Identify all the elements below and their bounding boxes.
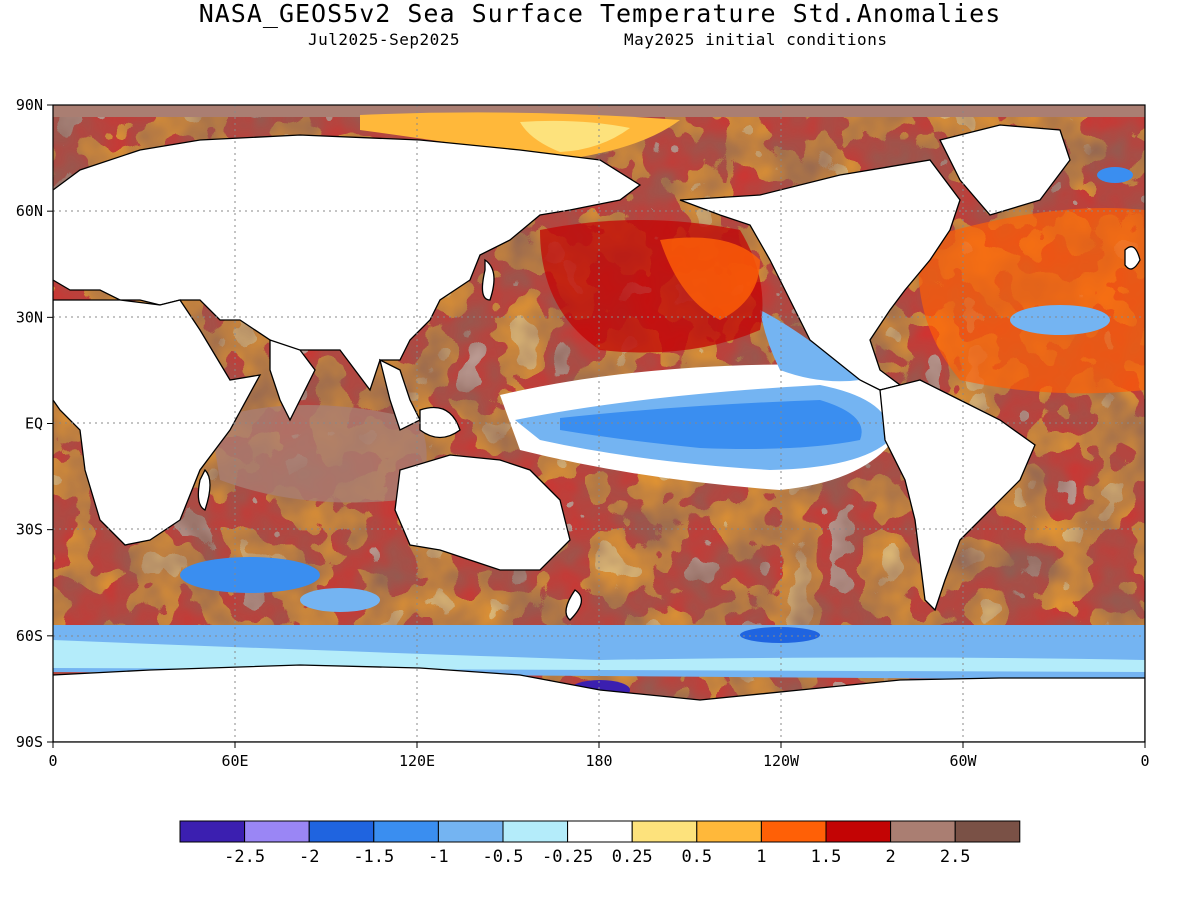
arctic-strong-anomaly bbox=[520, 120, 630, 152]
antarctica bbox=[53, 664, 1145, 742]
forecast-period: Jul2025-Sep2025 bbox=[308, 30, 460, 49]
y-tick-label: 60N bbox=[16, 202, 43, 220]
north-atlantic-warm bbox=[918, 208, 1145, 394]
india bbox=[269, 339, 316, 422]
colorbar-label: -2 bbox=[299, 847, 319, 867]
uk bbox=[1124, 246, 1141, 270]
australia bbox=[394, 454, 571, 571]
madagascar bbox=[197, 468, 211, 511]
colorbar-swatch bbox=[567, 820, 633, 843]
japan bbox=[481, 258, 495, 301]
colorbar-swatch bbox=[631, 820, 698, 843]
colorbar-label: 1 bbox=[756, 847, 766, 867]
x-tick-label: 180 bbox=[585, 752, 612, 770]
south-indian-cold-patch bbox=[180, 557, 320, 593]
colorbar-swatch bbox=[179, 820, 246, 843]
colorbar-swatch bbox=[244, 820, 310, 843]
equatorial-pacific-core bbox=[560, 400, 862, 449]
x-tick-label: 60W bbox=[949, 752, 977, 770]
north-pacific-orange bbox=[660, 237, 760, 320]
colorbar-swatch bbox=[308, 820, 375, 843]
colorbar-label: -2.5 bbox=[224, 847, 265, 867]
colorbar-swatch bbox=[760, 820, 827, 843]
colorbar-legend: -2.5 -2 -1.5 -1 -0.5 -0.25 0.25 0.5 1 1.5 2 2.5 bbox=[179, 820, 1021, 867]
colorbar-swatch bbox=[954, 820, 1021, 843]
y-tick-label: 90S bbox=[16, 733, 43, 751]
colorbar-swatch bbox=[502, 820, 569, 843]
indian-ocean-warm bbox=[210, 405, 427, 503]
x-tick-label: 0 bbox=[1140, 752, 1149, 770]
new-zealand bbox=[565, 589, 582, 621]
initial-conditions: May2025 initial conditions bbox=[624, 30, 888, 49]
colorbar-swatch bbox=[825, 820, 892, 843]
y-tick-label: 90N bbox=[16, 96, 43, 114]
colorbar-label: 1.5 bbox=[811, 847, 842, 867]
colorbar-swatch bbox=[437, 820, 504, 843]
x-axis-ticks: 0 60E 120E 180 120W 60W 0 bbox=[48, 742, 1150, 770]
colorbar-swatch bbox=[696, 820, 762, 843]
colorbar-label: 0.25 bbox=[612, 847, 653, 867]
north-america bbox=[679, 159, 961, 391]
southern-ocean-lightblue bbox=[53, 640, 1145, 672]
southern-cold-spot bbox=[740, 627, 820, 643]
colorbar-label: 2.5 bbox=[940, 847, 971, 867]
colorbar-swatch bbox=[373, 820, 439, 843]
x-tick-label: 60E bbox=[221, 752, 248, 770]
colorbar-label: -0.5 bbox=[483, 847, 524, 867]
borneo bbox=[419, 406, 461, 439]
y-tick-label: 60S bbox=[16, 627, 43, 645]
ne-pacific-cold bbox=[760, 310, 860, 382]
x-tick-label: 0 bbox=[48, 752, 57, 770]
x-tick-label: 120W bbox=[763, 752, 800, 770]
colorbar-label: -1 bbox=[428, 847, 448, 867]
x-tick-label: 120E bbox=[399, 752, 435, 770]
y-axis-ticks: 90N 60N 30N EQ 30S 60S 90S bbox=[16, 96, 53, 751]
north-atlantic-cold-patch bbox=[1097, 167, 1133, 183]
graticule bbox=[53, 105, 1145, 742]
y-tick-label: 30S bbox=[16, 521, 43, 539]
colorbar-label: 2 bbox=[885, 847, 895, 867]
greenland bbox=[939, 124, 1071, 216]
colorbar-label: -1.5 bbox=[353, 847, 394, 867]
land-masses bbox=[53, 124, 1145, 742]
y-tick-label: 30N bbox=[16, 308, 43, 326]
north-atlantic-cold-patch bbox=[1010, 305, 1110, 335]
colorbar-swatch bbox=[890, 820, 956, 843]
y-tick-label: EQ bbox=[25, 415, 43, 433]
colorbar-label: -0.25 bbox=[542, 847, 593, 867]
south-indian-cold-patch bbox=[300, 588, 380, 612]
south-america bbox=[879, 379, 1036, 612]
plot-title: NASA_GEOS5v2 Sea Surface Temperature Std… bbox=[198, 0, 1002, 28]
colorbar-label: 0.5 bbox=[681, 847, 712, 867]
